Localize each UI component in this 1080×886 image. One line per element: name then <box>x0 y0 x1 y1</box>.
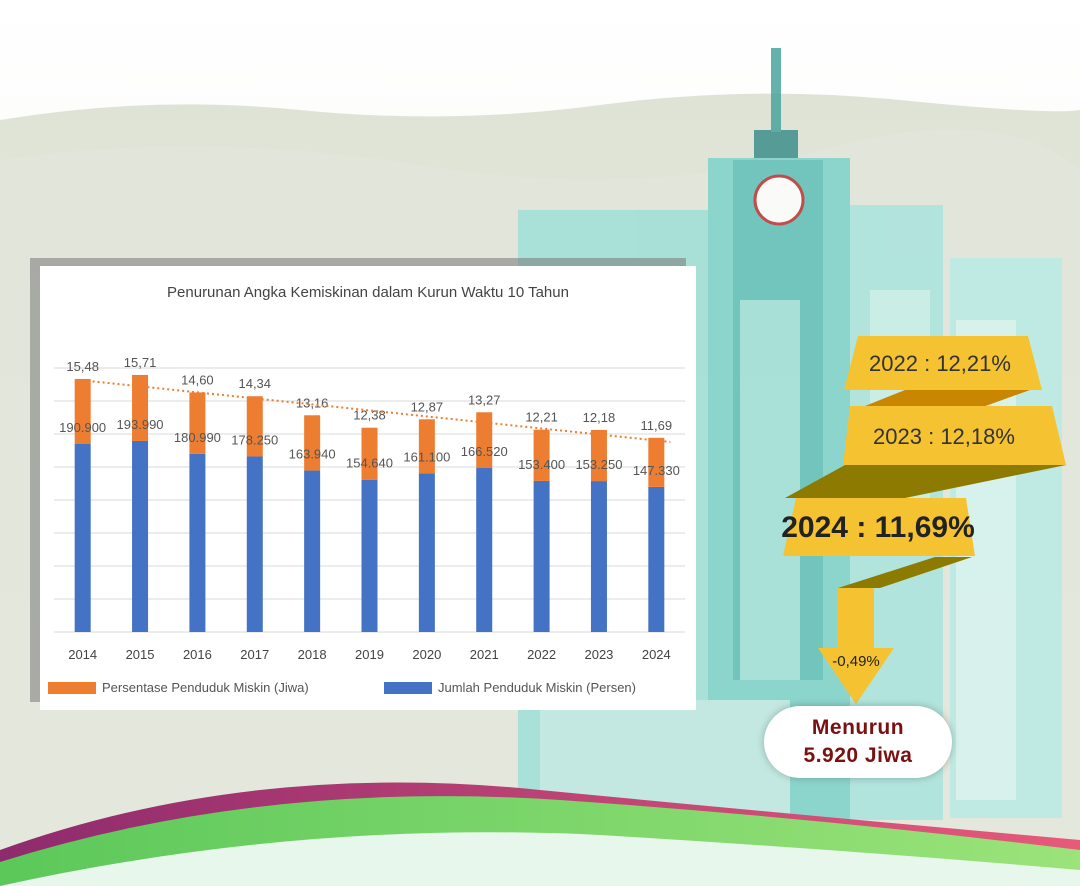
bar-jumlah <box>132 440 149 632</box>
x-tick-label: 2022 <box>527 647 556 662</box>
x-tick-label: 2019 <box>355 647 384 662</box>
ribbon-fold-1 <box>860 390 1030 408</box>
bar-persentase <box>74 378 91 444</box>
bar-persentase <box>418 419 435 474</box>
badge-line-2: 5.920 Jiwa <box>803 744 913 767</box>
bar-persentase <box>590 429 607 482</box>
x-tick-label: 2016 <box>183 647 212 662</box>
bar-jumlah <box>361 479 378 632</box>
bar-jumlah <box>648 486 665 632</box>
data-label-jumlah: 178.250 <box>231 432 278 447</box>
data-label-jumlah: 147.330 <box>633 463 680 478</box>
bar-jumlah <box>418 473 435 632</box>
bar-persentase <box>189 392 206 454</box>
bar-jumlah <box>533 480 550 632</box>
ribbon-fold-2 <box>785 465 1066 498</box>
data-label-persentase: 14,34 <box>238 376 271 391</box>
data-label-persentase: 13,16 <box>296 395 329 410</box>
x-tick-label: 2020 <box>412 647 441 662</box>
data-label-jumlah: 153.250 <box>575 457 622 472</box>
data-label-jumlah: 166.520 <box>461 444 508 459</box>
x-tick-label: 2024 <box>642 647 671 662</box>
bar-persentase <box>246 396 263 457</box>
data-label-jumlah: 161.100 <box>403 449 450 464</box>
data-label-persentase: 12,18 <box>583 410 616 425</box>
bar-chart: 15,48 190.900 2014 15,71 193.990 2015 14,60 180… <box>54 355 685 662</box>
arrow-label: -0,49% <box>832 653 880 670</box>
banner-2023-text: 2023 : 12,18% <box>873 424 1015 449</box>
legend-swatch-orange <box>48 681 96 694</box>
banner-2022-text: 2022 : 12,21% <box>869 351 1011 376</box>
data-label-persentase: 14,60 <box>181 372 214 387</box>
legend-item-percent: Persentase Penduduk Miskin (Jiwa) <box>48 680 309 695</box>
bar-persentase <box>132 374 149 441</box>
bar-jumlah <box>74 444 91 632</box>
x-tick-label: 2014 <box>68 647 97 662</box>
data-label-jumlah: 193.990 <box>117 417 164 432</box>
trendline <box>82 379 671 443</box>
legend-label-percent: Persentase Penduduk Miskin (Jiwa) <box>102 680 309 695</box>
decrease-badge: Menurun 5.920 Jiwa <box>764 706 952 778</box>
down-arrow-icon <box>818 588 894 704</box>
badge-line-1: Menurun <box>811 716 905 739</box>
bar-persentase <box>533 429 550 481</box>
bar-persentase <box>304 415 321 471</box>
legend-label-count: Jumlah Penduduk Miskin (Persen) <box>438 680 636 695</box>
x-tick-label: 2021 <box>470 647 499 662</box>
x-tick-label: 2018 <box>298 647 327 662</box>
x-tick-label: 2023 <box>584 647 613 662</box>
banner-2024 <box>783 498 975 556</box>
data-label-jumlah: 154.640 <box>346 456 393 471</box>
data-label-persentase: 12,87 <box>411 399 444 414</box>
x-tick-label: 2015 <box>126 647 155 662</box>
data-label-persentase: 13,27 <box>468 392 501 407</box>
banner-2023 <box>843 406 1066 465</box>
bar-persentase <box>476 412 493 469</box>
bar-jumlah <box>476 468 493 632</box>
bar-jumlah <box>246 456 263 632</box>
data-label-jumlah: 180.990 <box>174 430 221 445</box>
banner-2024-text: 2024 : 11,69% <box>781 511 975 544</box>
banner-2022 <box>844 336 1042 390</box>
bar-jumlah <box>590 481 607 632</box>
chart-card: Penurunan Angka Kemiskinan dalam Kurun W… <box>40 266 696 710</box>
bar-jumlah <box>304 470 321 632</box>
bar-jumlah <box>189 453 206 632</box>
data-label-persentase: 11,69 <box>641 418 673 433</box>
data-label-persentase: 12,21 <box>525 410 558 425</box>
data-label-jumlah: 153.400 <box>518 457 565 472</box>
legend-swatch-blue <box>384 681 432 694</box>
chart-title: Penurunan Angka Kemiskinan dalam Kurun W… <box>167 284 569 301</box>
data-label-jumlah: 163.940 <box>289 447 336 462</box>
bar-persentase <box>361 427 378 480</box>
ribbon-fold-3 <box>838 557 972 588</box>
x-tick-label: 2017 <box>240 647 269 662</box>
bar-persentase <box>648 437 665 487</box>
legend-item-count: Jumlah Penduduk Miskin (Persen) <box>384 680 636 695</box>
data-label-jumlah: 190.900 <box>59 420 106 435</box>
data-label-persentase: 15,48 <box>66 359 99 374</box>
data-label-persentase: 15,71 <box>124 355 157 370</box>
